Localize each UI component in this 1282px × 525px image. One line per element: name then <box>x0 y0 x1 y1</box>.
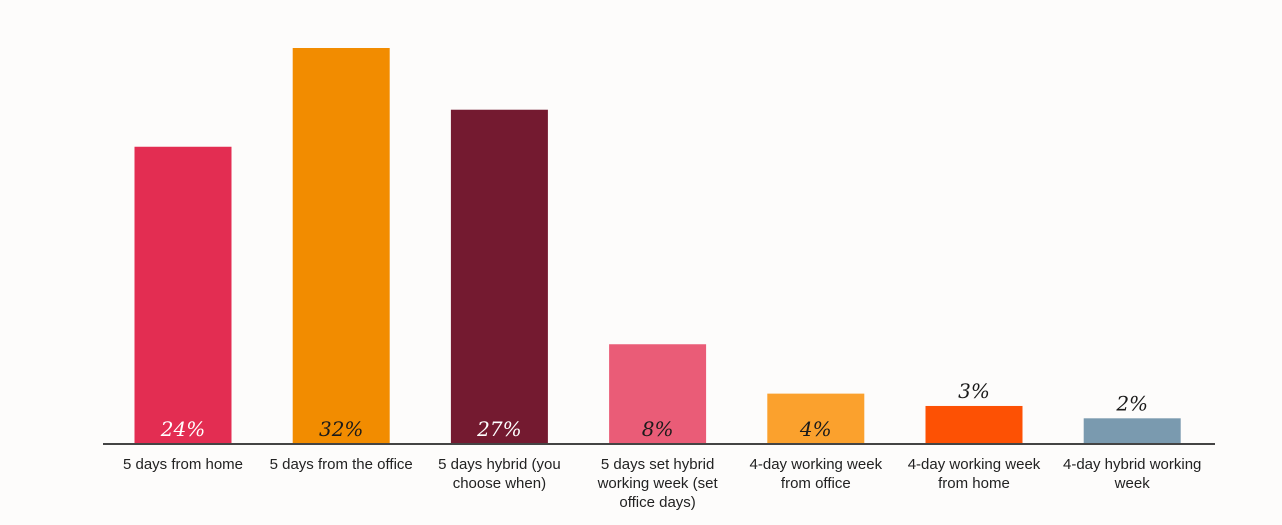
bar-2 <box>292 48 390 443</box>
value-label-6: 3% <box>958 379 990 403</box>
category-label-7: 4-day hybrid working week <box>1062 456 1202 492</box>
bar-5 <box>767 393 865 443</box>
value-label-4: 8% <box>642 417 674 441</box>
bar-6 <box>925 405 1023 443</box>
bar-4 <box>609 344 707 443</box>
category-label-5: 4-day working week from office <box>749 456 883 492</box>
category-label-4: 5 days set hybrid working week (set offi… <box>597 456 718 511</box>
value-labels-group: 24% 32% 27% 8% 4% 3% 2% <box>160 379 1148 441</box>
value-label-7: 2% <box>1115 391 1148 415</box>
bar-1 <box>134 146 232 443</box>
value-label-2: 32% <box>319 417 363 441</box>
bars-group <box>134 48 1181 443</box>
category-label-6: 4-day working week from home <box>907 456 1041 492</box>
category-label-2: 5 days from the office <box>269 456 413 473</box>
bar-3 <box>450 109 548 443</box>
value-label-3: 27% <box>476 417 521 441</box>
bar-7 <box>1083 418 1181 443</box>
value-label-5: 4% <box>799 417 832 441</box>
category-label-1: 5 days from home <box>122 456 244 473</box>
category-label-3: 5 days hybrid (you choose when) <box>438 456 561 492</box>
value-label-1: 24% <box>160 417 205 441</box>
